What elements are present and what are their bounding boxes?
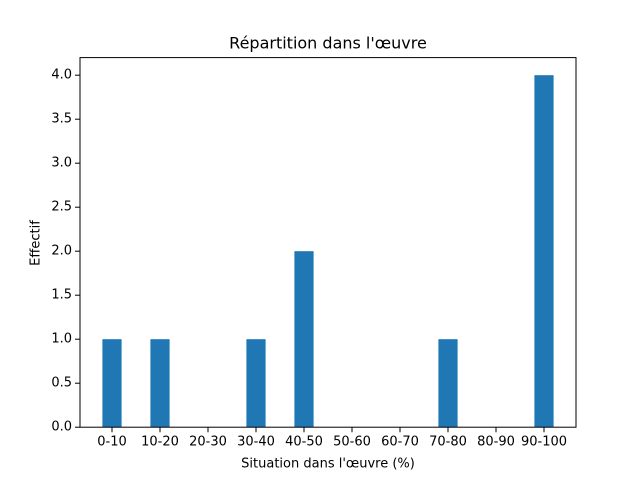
y-tick-label: 0.5 <box>51 376 72 391</box>
y-tick-label: 3.5 <box>51 112 72 127</box>
x-tick-label: 50-60 <box>333 435 371 450</box>
x-tick-label: 0-10 <box>97 435 127 450</box>
x-tick-label: 30-40 <box>237 435 275 450</box>
y-tick-label: 1.0 <box>51 332 72 347</box>
y-tick-label: 2.5 <box>51 200 72 215</box>
x-tick-label: 60-70 <box>381 435 419 450</box>
y-tick-label: 2.0 <box>51 244 72 259</box>
bar <box>102 339 122 428</box>
x-tick-label: 10-20 <box>141 435 179 450</box>
bar <box>534 75 554 428</box>
bar <box>438 339 458 428</box>
x-tick-label: 90-100 <box>521 435 567 450</box>
y-tick-label: 4.0 <box>51 68 72 83</box>
x-tick-label: 70-80 <box>429 435 467 450</box>
x-tick-label: 20-30 <box>189 435 227 450</box>
y-axis-label: Effectif <box>29 220 44 266</box>
y-tick-label: 3.0 <box>51 156 72 171</box>
x-tick-label: 40-50 <box>285 435 323 450</box>
plot-frame <box>79 57 577 428</box>
x-tick-label: 80-90 <box>477 435 515 450</box>
chart-title: Répartition dans l'œuvre <box>229 34 427 53</box>
bar <box>150 339 170 428</box>
bar <box>294 251 314 428</box>
y-tick-label: 1.5 <box>51 288 72 303</box>
y-tick-label: 0.0 <box>51 420 72 435</box>
x-axis-label: Situation dans l'œuvre (%) <box>241 457 415 472</box>
bar <box>246 339 266 428</box>
